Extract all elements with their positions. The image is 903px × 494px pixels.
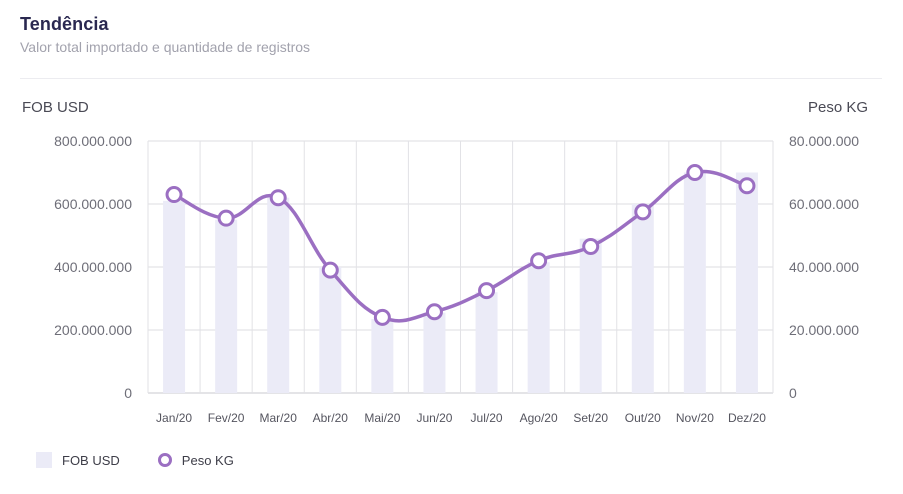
x-tick-label: Set/20 — [573, 411, 608, 425]
legend-label-fob: FOB USD — [62, 452, 120, 468]
x-tick-label: Ago/20 — [520, 411, 558, 425]
x-tick-label: Mar/20 — [260, 411, 298, 425]
peso-point — [478, 282, 496, 300]
x-tick-label: Nov/20 — [676, 411, 714, 425]
peso-line — [165, 164, 756, 326]
fob-bar — [475, 292, 498, 393]
left-tick-label: 800.000.000 — [54, 133, 132, 149]
left-tick-label: 0 — [124, 385, 132, 401]
peso-point — [373, 308, 391, 326]
legend: FOB USD Peso KG — [36, 452, 272, 468]
bar-swatch-icon — [36, 452, 52, 468]
peso-point — [530, 252, 548, 270]
x-tick-label: Out/20 — [625, 411, 661, 425]
legend-label-peso: Peso KG — [181, 452, 234, 468]
chart-subtitle: Valor total importado e quantidade de re… — [20, 39, 311, 55]
card-header: Tendência Valor total importado e quanti… — [20, 14, 882, 55]
right-tick-label: 60.000.000 — [789, 196, 859, 212]
header-divider — [20, 78, 882, 79]
grid-lines — [147, 140, 774, 394]
legend-item-peso[interactable]: Peso KG — [157, 452, 234, 468]
fob-bar — [735, 172, 758, 393]
axis-ticks: 0 200.000.000 400.000.000 600.000.000 800.00… — [54, 133, 859, 425]
legend-item-fob[interactable]: FOB USD — [36, 452, 120, 468]
peso-point — [269, 189, 287, 207]
fob-bars — [163, 172, 758, 393]
x-tick-label: Jan/20 — [156, 411, 192, 425]
fob-bar — [163, 200, 186, 393]
peso-point — [321, 261, 339, 279]
left-tick-label: 400.000.000 — [54, 259, 132, 275]
fob-bar — [267, 197, 290, 393]
fob-bar — [371, 318, 394, 393]
peso-point — [686, 164, 704, 181]
x-tick-label: Jun/20 — [416, 411, 452, 425]
x-tick-label: Dez/20 — [728, 411, 766, 425]
left-tick-label: 200.000.000 — [54, 322, 132, 338]
right-tick-label: 0 — [789, 385, 797, 401]
left-tick-label: 600.000.000 — [54, 196, 132, 212]
fob-bar — [215, 219, 238, 393]
fob-bar — [579, 238, 602, 393]
peso-point — [217, 209, 235, 227]
peso-point — [738, 177, 756, 195]
fob-bar — [423, 312, 446, 393]
fob-bar — [631, 204, 654, 393]
right-tick-label: 40.000.000 — [789, 259, 859, 275]
peso-point — [582, 238, 600, 256]
right-tick-label: 20.000.000 — [789, 322, 859, 338]
fob-bar — [683, 172, 706, 393]
fob-bar — [319, 267, 342, 393]
peso-point — [165, 186, 183, 204]
x-tick-label: Fev/20 — [208, 411, 245, 425]
right-tick-label: 80.000.000 — [789, 133, 859, 149]
x-tick-label: Jul/20 — [471, 411, 503, 425]
circle-marker-icon — [157, 453, 172, 467]
fob-bar — [527, 262, 550, 393]
x-tick-label: Abr/20 — [313, 411, 349, 425]
peso-point — [634, 203, 652, 221]
peso-point — [425, 303, 443, 321]
right-axis-label: Peso KG — [808, 99, 868, 116]
x-tick-label: Mai/20 — [364, 411, 400, 425]
trend-chart: FOB USD Peso KG 0 200.000.000 400.000.000 6… — [22, 99, 868, 425]
chart-title: Tendência — [20, 14, 109, 34]
left-axis-label: FOB USD — [22, 99, 89, 116]
